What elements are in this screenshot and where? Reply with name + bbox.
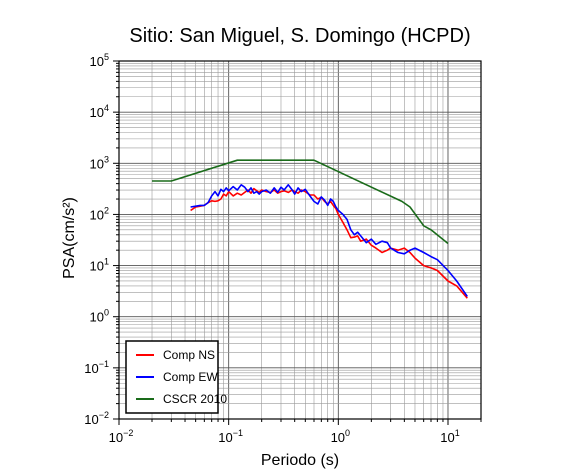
x-tick-label: 100 [331, 428, 350, 445]
x-tick-label: 10−1 [218, 428, 243, 445]
y-tick-label: 10−1 [84, 359, 109, 376]
y-tick-label: 102 [90, 205, 109, 222]
legend-label: Comp NS [163, 348, 215, 362]
y-tick-labels: 10−2 10−1 100 101 102 103 104 105 [84, 52, 109, 427]
y-tick-label: 104 [90, 103, 109, 120]
y-tick-label: 105 [90, 52, 109, 69]
x-tick-label: 10−2 [109, 428, 134, 445]
y-tick-label: 101 [90, 257, 109, 274]
x-tick-labels: 10−2 10−1 100 101 [109, 428, 460, 445]
series-line-cscr-2010 [152, 159, 449, 245]
legend: Comp NS Comp EW CSCR 2010 [125, 340, 227, 414]
series-line-comp-ew [190, 184, 468, 297]
series-line-comp-ns [190, 187, 468, 299]
y-axis-label: PSA(cm/s²) [61, 197, 78, 279]
legend-label: CSCR 2010 [163, 392, 227, 406]
x-tick-label: 101 [440, 428, 459, 445]
y-tick-label: 103 [90, 154, 109, 171]
x-axis-label: Periodo (s) [261, 452, 339, 469]
legend-label: Comp EW [163, 370, 218, 384]
y-tick-label: 100 [90, 308, 109, 325]
plot-frame [118, 60, 482, 420]
series-layer [152, 159, 468, 299]
chart-title: Sitio: San Miguel, S. Domingo (HCPD) [129, 25, 470, 47]
y-tick-label: 10−2 [84, 410, 109, 427]
